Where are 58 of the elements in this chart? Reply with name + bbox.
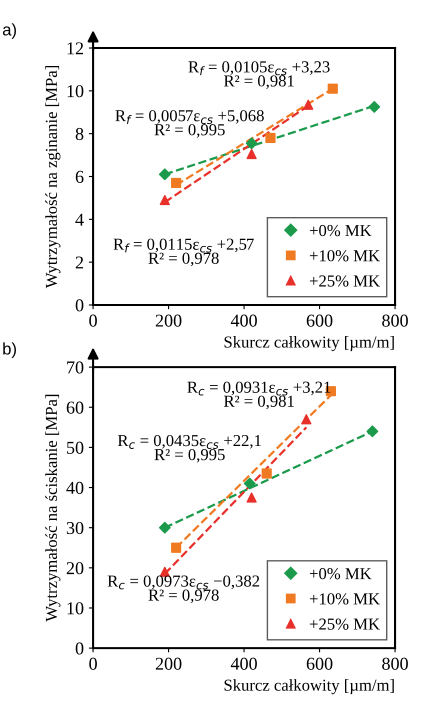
y-tick-label: 6: [76, 170, 84, 183]
annotation: R$_{c}$ = 0,0973ε$_{cs}$ −0,382 R² = 0,978: [108, 575, 260, 604]
x-tick-label: 0: [89, 658, 97, 670]
x-tick-label: 0: [89, 314, 97, 327]
y-tick-label: 50: [67, 442, 84, 454]
y-tick-label: 30: [66, 522, 84, 534]
annotation: R$_{f}$ = 0,0115ε$_{cs}$ +2,57 R² = 0,978: [113, 238, 254, 266]
annotation: R$_{c}$ = 0,0435ε$_{cs}$ +22,1 R² = 0,995: [118, 434, 261, 463]
point: [366, 425, 378, 438]
point: [244, 478, 256, 490]
annotation: R$_{f}$ = 0,0105ε$_{cs}$ +3,23 R² = 0,981: [188, 61, 330, 89]
point: [171, 178, 182, 188]
y-tick-label: 70: [67, 361, 84, 374]
legend-label: +0% MK: [310, 224, 372, 236]
x-tick-label: 800: [382, 658, 408, 670]
y-tick-label: 20: [66, 562, 84, 574]
y-axis-title: Wytrzymałość na ściskanie [MPa]: [45, 394, 60, 622]
point: [158, 522, 171, 534]
x-tick-label: 400: [230, 314, 257, 327]
chart-title: a): [2, 23, 16, 39]
y-tick-label: 10: [68, 602, 84, 614]
point: [262, 468, 272, 479]
point: [246, 492, 257, 503]
x-axis-title: Skurcz całkowity [µm/m]: [224, 679, 394, 694]
x-tick-label: 400: [230, 658, 257, 670]
point: [158, 168, 171, 180]
y-tick-label: 40: [66, 482, 84, 494]
legend-label: +25% MK: [310, 275, 380, 287]
point: [303, 100, 314, 110]
point: [246, 148, 257, 160]
y-tick-label: 2: [76, 256, 84, 268]
y-tick-label: 10: [68, 85, 84, 98]
x-tick-label: 600: [306, 314, 332, 327]
x-tick-label: 200: [156, 314, 182, 327]
point: [265, 132, 276, 144]
chart-title: b): [3, 342, 16, 358]
x-tick-label: 200: [156, 658, 182, 670]
y-tick-label: 60: [66, 402, 84, 414]
x-tick-label: 600: [306, 658, 332, 670]
point: [301, 414, 312, 424]
x-tick-label: 800: [382, 314, 408, 327]
y-tick-label: 0: [76, 642, 84, 655]
annotation: R$_{f}$ = 0,0057ε$_{cs}$ +5,068 R² = 0,995: [115, 110, 264, 138]
point: [160, 194, 170, 206]
y-tick-label: 8: [76, 128, 84, 140]
y-tick-label: 0: [76, 299, 84, 312]
y-axis-title: Wytrzymałość na zginanie [MPa]: [45, 66, 60, 288]
legend-label: +25% MK: [310, 618, 380, 630]
legend-label: +10% MK: [310, 593, 380, 605]
point: [246, 137, 258, 150]
x-axis-title: Skurcz całkowity [µm/m]: [224, 336, 394, 352]
legend-label: +10% MK: [310, 250, 380, 262]
legend-label: +0% MK: [310, 568, 372, 580]
point: [328, 84, 338, 94]
y-tick-label: 4: [75, 214, 84, 226]
point: [171, 542, 182, 553]
point: [368, 101, 380, 113]
y-tick-label: 12: [68, 42, 84, 54]
